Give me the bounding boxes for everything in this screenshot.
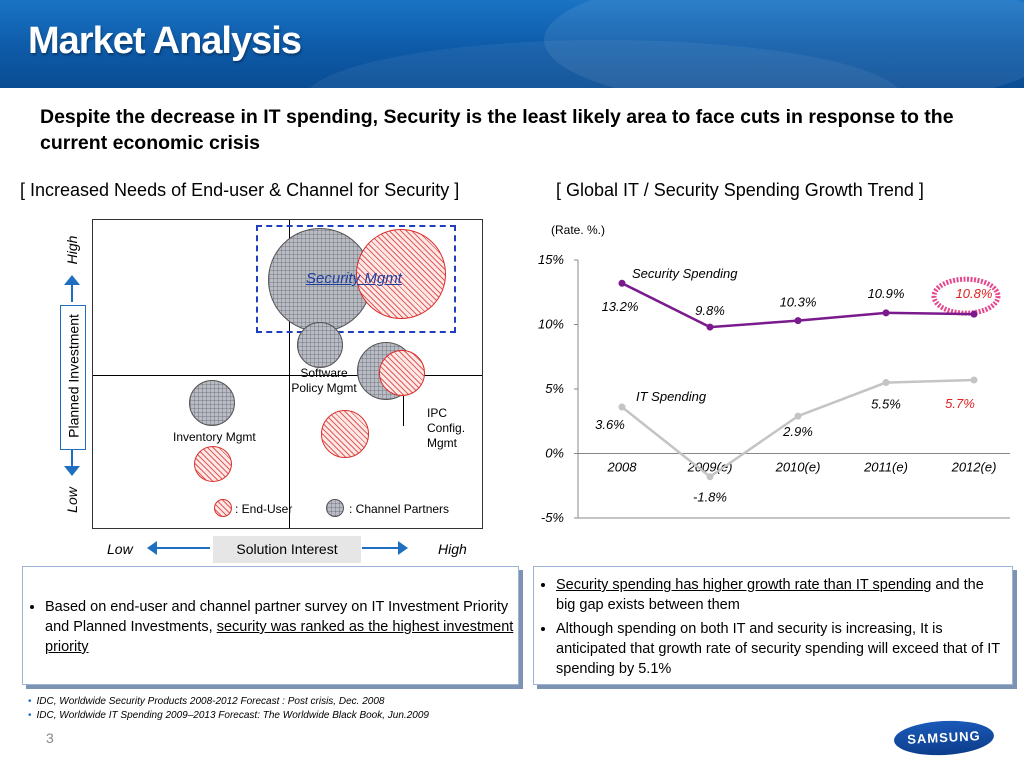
series-name-it: IT Spending	[636, 389, 707, 404]
right-note-item-1: Security spending has higher growth rate…	[556, 575, 1004, 615]
y-axis-high-label: High	[64, 235, 80, 265]
label-security-mgmt: Security Mgmt	[306, 270, 402, 287]
x-tick-label: 2012(e)	[951, 460, 997, 475]
x-arrow-left-shaft	[155, 547, 210, 549]
x-tick-label: 2011(e)	[863, 460, 908, 475]
sources: • IDC, Worldwide Security Products 2008-2…	[28, 695, 429, 723]
x-axis-high-label: High	[438, 541, 467, 557]
data-point-it	[970, 376, 978, 384]
data-label-it: 5.7%	[945, 396, 975, 411]
slide-subtitle: Despite the decrease in IT spending, Sec…	[40, 106, 954, 154]
y-tick-label: -5%	[541, 510, 564, 525]
slide-title: Market Analysis	[28, 20, 302, 62]
label-software-policy: Software Policy Mgmt	[291, 366, 357, 395]
data-label-security: 10.8%	[956, 286, 993, 301]
bubble-security-enduser	[356, 229, 446, 319]
bubble-ipc-enduser	[379, 350, 425, 396]
y-arrow-down-shaft	[71, 450, 73, 468]
data-point-it	[618, 403, 626, 411]
label-ipc-config: IPC Config. Mgmt	[427, 406, 466, 450]
data-label-security: 10.3%	[780, 295, 817, 310]
data-point-security	[706, 323, 714, 331]
bubble-inventory-enduser	[194, 446, 232, 482]
x-arrow-left-icon	[147, 541, 157, 555]
legend-channel-swatch	[326, 499, 344, 517]
page-number: 3	[46, 730, 54, 746]
data-point-security	[618, 279, 626, 287]
data-label-security: 9.8%	[695, 303, 725, 318]
left-note-item: Based on end-user and channel partner su…	[45, 597, 518, 657]
bubble-other-enduser	[321, 410, 369, 458]
data-label-it: 2.9%	[782, 424, 813, 439]
matrix-plot-area: Security Mgmt Software Policy Mgmt IPC C…	[92, 219, 483, 529]
x-axis-low-label: Low	[107, 541, 133, 557]
growth-line-chart: 15% 10% 5% 0% -5% 2008 2009(e) 2010(e) 2011(e) 20…	[538, 252, 1010, 525]
data-label-it: -1.8%	[693, 490, 727, 505]
label-inventory-mgmt: Inventory Mgmt	[173, 430, 256, 444]
x-arrow-right-icon	[398, 541, 408, 555]
y-arrow-up-shaft	[71, 284, 73, 302]
data-point-it	[706, 473, 714, 481]
y-arrow-up-icon	[64, 275, 80, 285]
header-band	[0, 0, 1024, 88]
data-label-security: 10.9%	[868, 286, 905, 301]
y-axis-low-label: Low	[64, 487, 80, 513]
data-label-security: 13.2%	[602, 299, 639, 314]
data-point-it	[794, 412, 802, 420]
left-section-title: [ Increased Needs of End-user & Channel …	[20, 180, 460, 200]
data-point-security	[882, 309, 890, 317]
source-item: • IDC, Worldwide IT Spending 2009–2013 Fo…	[28, 710, 429, 721]
x-tick-label: 2009(e)	[687, 460, 733, 475]
left-note-box: Based on end-user and channel partner su…	[22, 566, 519, 685]
samsung-logo: SAMSUNG	[893, 718, 995, 758]
x-axis-label: Solution Interest	[213, 536, 361, 563]
source-item: • IDC, Worldwide Security Products 2008-2…	[28, 696, 385, 707]
right-section-title: [ Global IT / Security Spending Growth T…	[556, 180, 924, 200]
x-arrow-right-shaft	[362, 547, 400, 549]
legend-enduser-swatch	[214, 499, 232, 517]
right-note-item-2: Although spending on both IT and securit…	[556, 619, 1004, 679]
unit-label: (Rate. %.)	[551, 223, 606, 237]
data-label-it: 5.5%	[871, 397, 901, 412]
x-tick-label: 2010(e)	[775, 460, 821, 475]
data-point-security	[794, 317, 802, 325]
ipc-leader-line	[403, 396, 404, 426]
legend-channel-label: : Channel Partners	[349, 502, 450, 516]
bubble-software-channel	[297, 322, 343, 368]
bubble-security-channel	[268, 228, 372, 332]
y-tick-label: 5%	[545, 381, 564, 396]
data-point-it	[882, 379, 890, 387]
series-name-security: Security Spending	[632, 266, 738, 281]
y-tick-label: 15%	[538, 252, 564, 267]
y-axis-label: Planned Investment	[60, 305, 86, 450]
y-tick-label: 0%	[545, 446, 564, 461]
y-tick-label: 10%	[538, 317, 564, 332]
legend-enduser-label: : End-User	[235, 502, 293, 516]
bubble-inventory-channel	[189, 380, 235, 426]
y-arrow-down-icon	[64, 466, 80, 476]
data-point-security	[970, 310, 978, 318]
x-tick-label: 2008	[607, 460, 638, 475]
data-label-it: 3.6%	[595, 417, 625, 432]
right-note-box: Security spending has higher growth rate…	[533, 566, 1013, 685]
highlight-box	[256, 225, 456, 333]
